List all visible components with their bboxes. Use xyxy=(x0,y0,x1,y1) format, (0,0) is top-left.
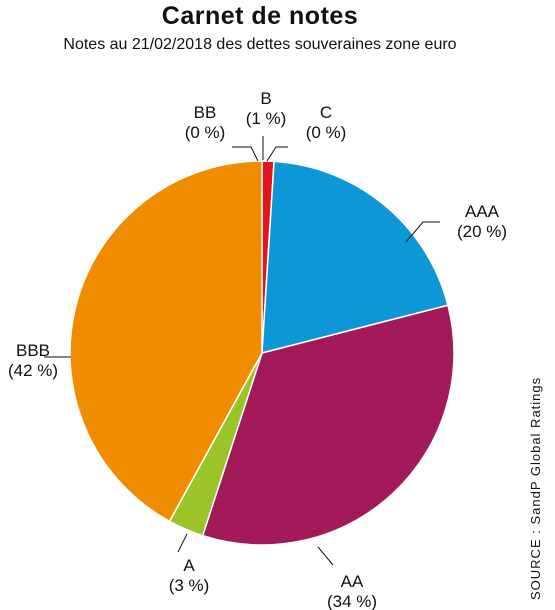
chart-title: Carnet de notes xyxy=(161,2,359,30)
leader-line-aaa xyxy=(405,221,440,243)
pie-slice-aaa xyxy=(261,160,449,354)
slice-percent-aaa: (20 %) xyxy=(457,222,507,241)
slice-label-aaa: AAA xyxy=(465,202,500,221)
leader-line-c xyxy=(266,146,288,162)
slice-label-bb: BB xyxy=(194,103,217,122)
slice-percent-a: (3 %) xyxy=(169,576,210,595)
chart-subtitle: Notes au 21/02/2018 des dettes souverain… xyxy=(63,36,457,53)
leader-line-a xyxy=(177,533,188,553)
pie-slice-aa xyxy=(201,304,455,546)
slice-percent-bb: (0 %) xyxy=(185,123,226,142)
pie-slice-bbb xyxy=(69,160,263,523)
slice-percent-b: (1 %) xyxy=(246,109,287,128)
leader-line-bb xyxy=(232,146,259,162)
leader-line-aa xyxy=(317,546,334,566)
slice-percent-aa: (34 %) xyxy=(327,592,377,610)
slice-label-a: A xyxy=(183,556,195,575)
slice-label-c: C xyxy=(320,103,332,122)
slice-label-aa: AA xyxy=(341,572,364,591)
slice-label-b: B xyxy=(260,89,271,108)
slice-percent-c: (0 %) xyxy=(306,123,347,142)
slice-label-bbb: BBB xyxy=(16,341,50,360)
slice-percent-bbb: (42 %) xyxy=(8,361,58,380)
source-note: SOURCE : SandP Global Ratings xyxy=(528,376,543,600)
